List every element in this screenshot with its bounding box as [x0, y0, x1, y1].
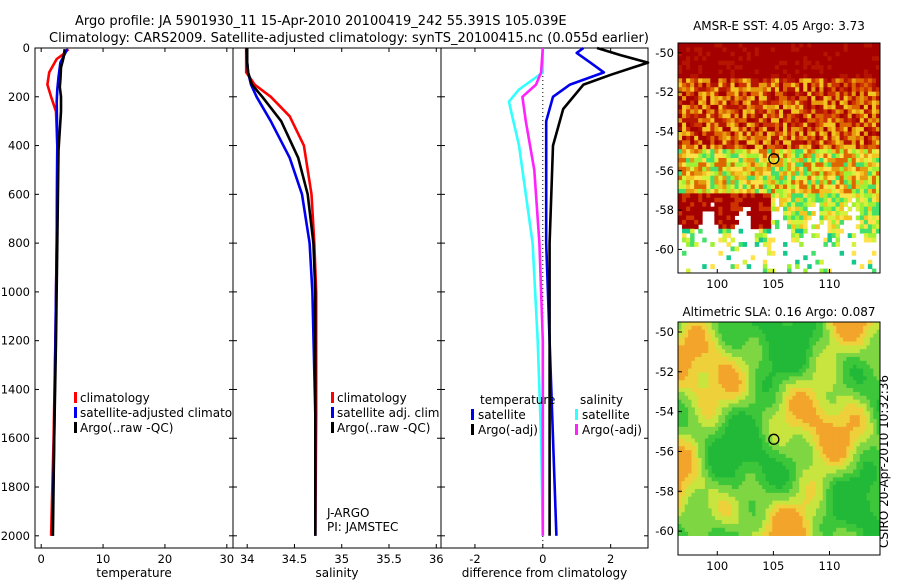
- series-line-salinity-satellite: [507, 48, 545, 536]
- map-frame: [677, 321, 881, 556]
- legend-swatch: [74, 392, 77, 403]
- y-tick-label: -50: [655, 325, 674, 339]
- x-tick-label: 100: [706, 277, 728, 291]
- legend-label: Argo(-adj): [582, 423, 642, 437]
- float-annotation: J-ARGO: [326, 506, 369, 520]
- x-tick-label: 10: [96, 552, 111, 566]
- y-tick-label: 800: [8, 236, 30, 250]
- series-line-temperature-satellite: [544, 46, 606, 536]
- legend-title-salinity: salinity: [580, 393, 623, 407]
- y-tick-label: 1400: [1, 382, 30, 396]
- y-tick-label: -54: [655, 405, 674, 419]
- map-title: AMSR-E SST: 4.05 Argo: 3.73: [693, 19, 865, 33]
- x-tick-label: -2: [469, 552, 480, 566]
- legend-swatch: [575, 409, 578, 420]
- legend-label: Argo(..raw -QC): [80, 421, 173, 435]
- legend-label: climatology: [337, 391, 407, 405]
- y-tick-label: -52: [655, 85, 674, 99]
- x-tick-label: 110: [819, 559, 841, 573]
- legend-swatch: [575, 424, 578, 435]
- plot-frame: [232, 47, 442, 549]
- y-tick-label: 0: [23, 41, 30, 55]
- x-tick-label: 0: [539, 552, 546, 566]
- y-tick-label: 1000: [1, 285, 30, 299]
- legend-swatch: [331, 422, 334, 433]
- x-axis-label: salinity: [315, 566, 358, 580]
- y-tick-label: -56: [655, 444, 674, 458]
- map-cells: [678, 43, 881, 274]
- y-tick-label: 2000: [1, 529, 30, 543]
- series-line-temperature-argo-adj-: [548, 46, 650, 536]
- header-line1: Argo profile: JA 5901930_11 15-Apr-2010 …: [75, 14, 567, 29]
- x-tick-label: 105: [762, 277, 784, 291]
- x-tick-label: 2: [607, 552, 614, 566]
- plot-frame: [34, 47, 234, 549]
- y-tick-label: -60: [655, 524, 674, 538]
- legend-label: climatology: [80, 391, 150, 405]
- x-axis-label: difference from climatology: [462, 566, 628, 580]
- legend-swatch: [331, 392, 334, 403]
- y-tick-label: -54: [655, 124, 674, 138]
- legend-title-temperature: temperature: [480, 393, 555, 407]
- legend-swatch: [471, 409, 474, 420]
- x-tick-label: 35: [334, 552, 349, 566]
- y-tick-label: 1600: [1, 431, 30, 445]
- profile-panel-salinity: 34 34.5 35 35.5 36 salinity climatologysatelli…: [232, 47, 444, 580]
- x-tick-label: 36: [429, 552, 444, 566]
- legend-label: Argo(-adj): [478, 423, 538, 437]
- legend-label: satellite adj. clim.: [337, 406, 443, 420]
- map-cells: [678, 322, 881, 536]
- y-tick-label: -52: [655, 365, 674, 379]
- x-tick-label: 34: [240, 552, 255, 566]
- series-line-argo-raw-qc-: [51, 49, 66, 536]
- profile-panel-temperature: 0 200 400 600 800 1000 1200 1400 1600 1800 2000 0 10…: [1, 41, 243, 580]
- float-annotation: PI: JAMSTEC: [327, 520, 398, 534]
- y-tick-label: -58: [655, 203, 674, 217]
- map-frame: [677, 42, 881, 274]
- x-tick-label: 34.5: [282, 552, 308, 566]
- argo-float-marker: [768, 433, 780, 445]
- y-tick-label: -50: [655, 46, 674, 60]
- x-tick-label: 20: [158, 552, 173, 566]
- legend-label: Argo(..raw -QC): [337, 421, 430, 435]
- y-tick-label: 400: [8, 139, 30, 153]
- y-tick-label: 1200: [1, 334, 30, 348]
- legend-swatch: [331, 407, 334, 418]
- header-line2: Climatology: CARS2009. Satellite-adjuste…: [49, 31, 649, 46]
- legend-swatch: [74, 422, 77, 433]
- legend-label: satellite: [478, 408, 526, 422]
- y-tick-label: 600: [8, 187, 30, 201]
- y-tick-label: -56: [655, 164, 674, 178]
- legend-swatch: [74, 407, 77, 418]
- y-tick-label: -60: [655, 242, 674, 256]
- x-tick-label: 105: [762, 559, 784, 573]
- x-tick-label: 0: [38, 552, 45, 566]
- x-tick-label: 30: [219, 552, 234, 566]
- x-tick-label: 100: [706, 559, 728, 573]
- plot-frame: [440, 47, 649, 549]
- map-panel-sla: -50 -52 -54 -56 -58 -60 100 105 110 Altimetric SL…: [655, 305, 881, 573]
- y-tick-label: 1800: [1, 480, 30, 494]
- legend-label: satellite-adjusted climatolo: [80, 406, 243, 420]
- series-line-argo-raw-qc-: [245, 48, 317, 536]
- map-panel-sst: -50 -52 -54 -56 -58 -60 100 105 110 AMSR-E SST: 4…: [655, 19, 881, 291]
- y-tick-label: -58: [655, 484, 674, 498]
- x-axis-label: temperature: [96, 566, 171, 580]
- x-tick-label: 35.5: [376, 552, 402, 566]
- map-title: Altimetric SLA: 0.16 Argo: 0.087: [682, 305, 875, 319]
- legend-label: satellite: [582, 408, 630, 422]
- series-line-salinity-argo-adj-: [521, 47, 545, 536]
- argo-float-marker: [768, 153, 780, 165]
- legend-swatch: [471, 424, 474, 435]
- y-tick-label: 200: [8, 90, 30, 104]
- x-tick-label: 110: [819, 277, 841, 291]
